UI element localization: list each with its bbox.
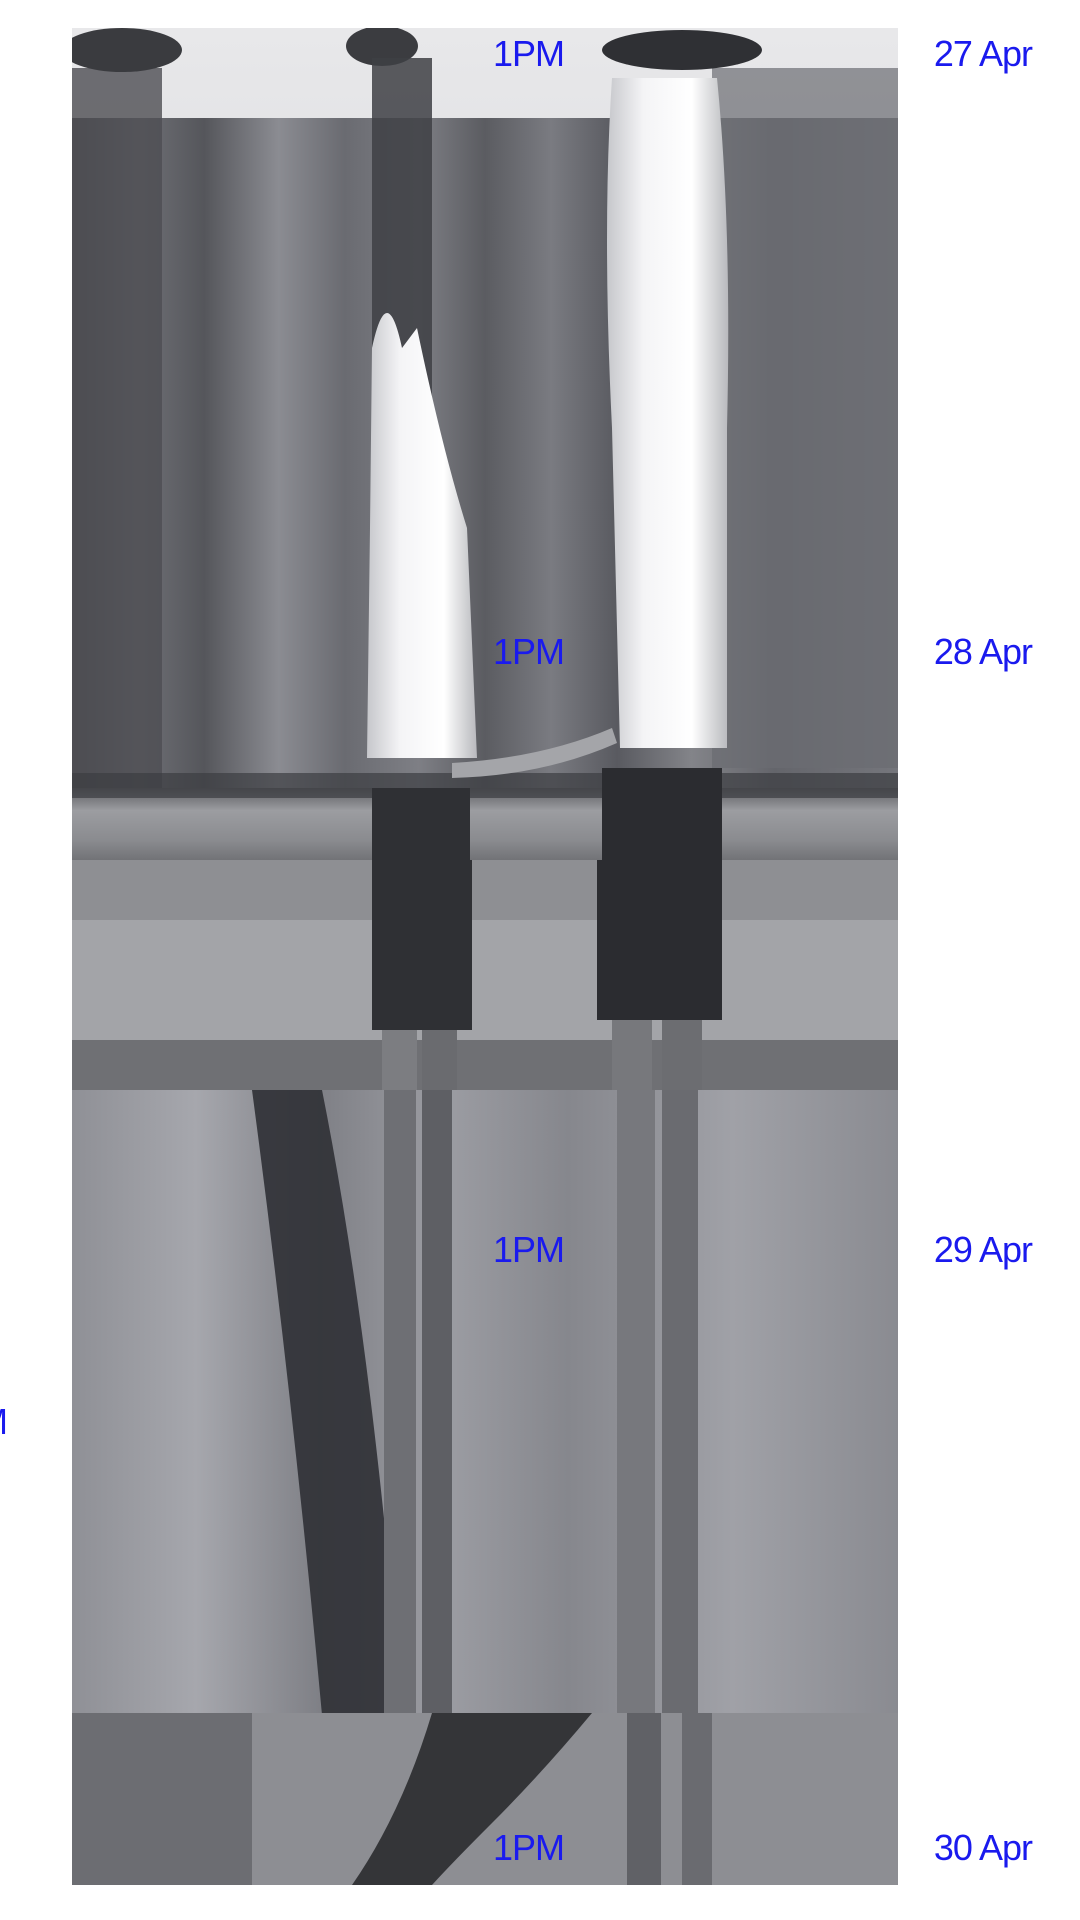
photo-segment-top bbox=[72, 28, 898, 863]
streaked-legs-image bbox=[72, 1090, 898, 1715]
time-label-2: 1PM bbox=[493, 631, 565, 672]
date-label-2: 28 Apr bbox=[933, 631, 1033, 672]
date-label-1: 27 Apr bbox=[933, 33, 1033, 74]
date-label-4: 30 Apr bbox=[933, 1827, 1033, 1868]
time-label-1: 1PM bbox=[493, 33, 565, 74]
time-label-3: 1PM bbox=[493, 1229, 565, 1270]
photo-segment-middle bbox=[72, 860, 898, 1100]
figures-legs-image bbox=[72, 860, 898, 1100]
streaked-fence-image bbox=[72, 28, 898, 863]
photo-segment-lower bbox=[72, 1090, 898, 1715]
photo-segment-bottom bbox=[72, 1713, 898, 1885]
time-label-4: 1PM bbox=[493, 1827, 565, 1868]
clipped-time-label: M bbox=[0, 1404, 8, 1440]
date-label-3: 29 Apr bbox=[933, 1229, 1033, 1270]
shadow-strip-image bbox=[72, 1713, 898, 1885]
